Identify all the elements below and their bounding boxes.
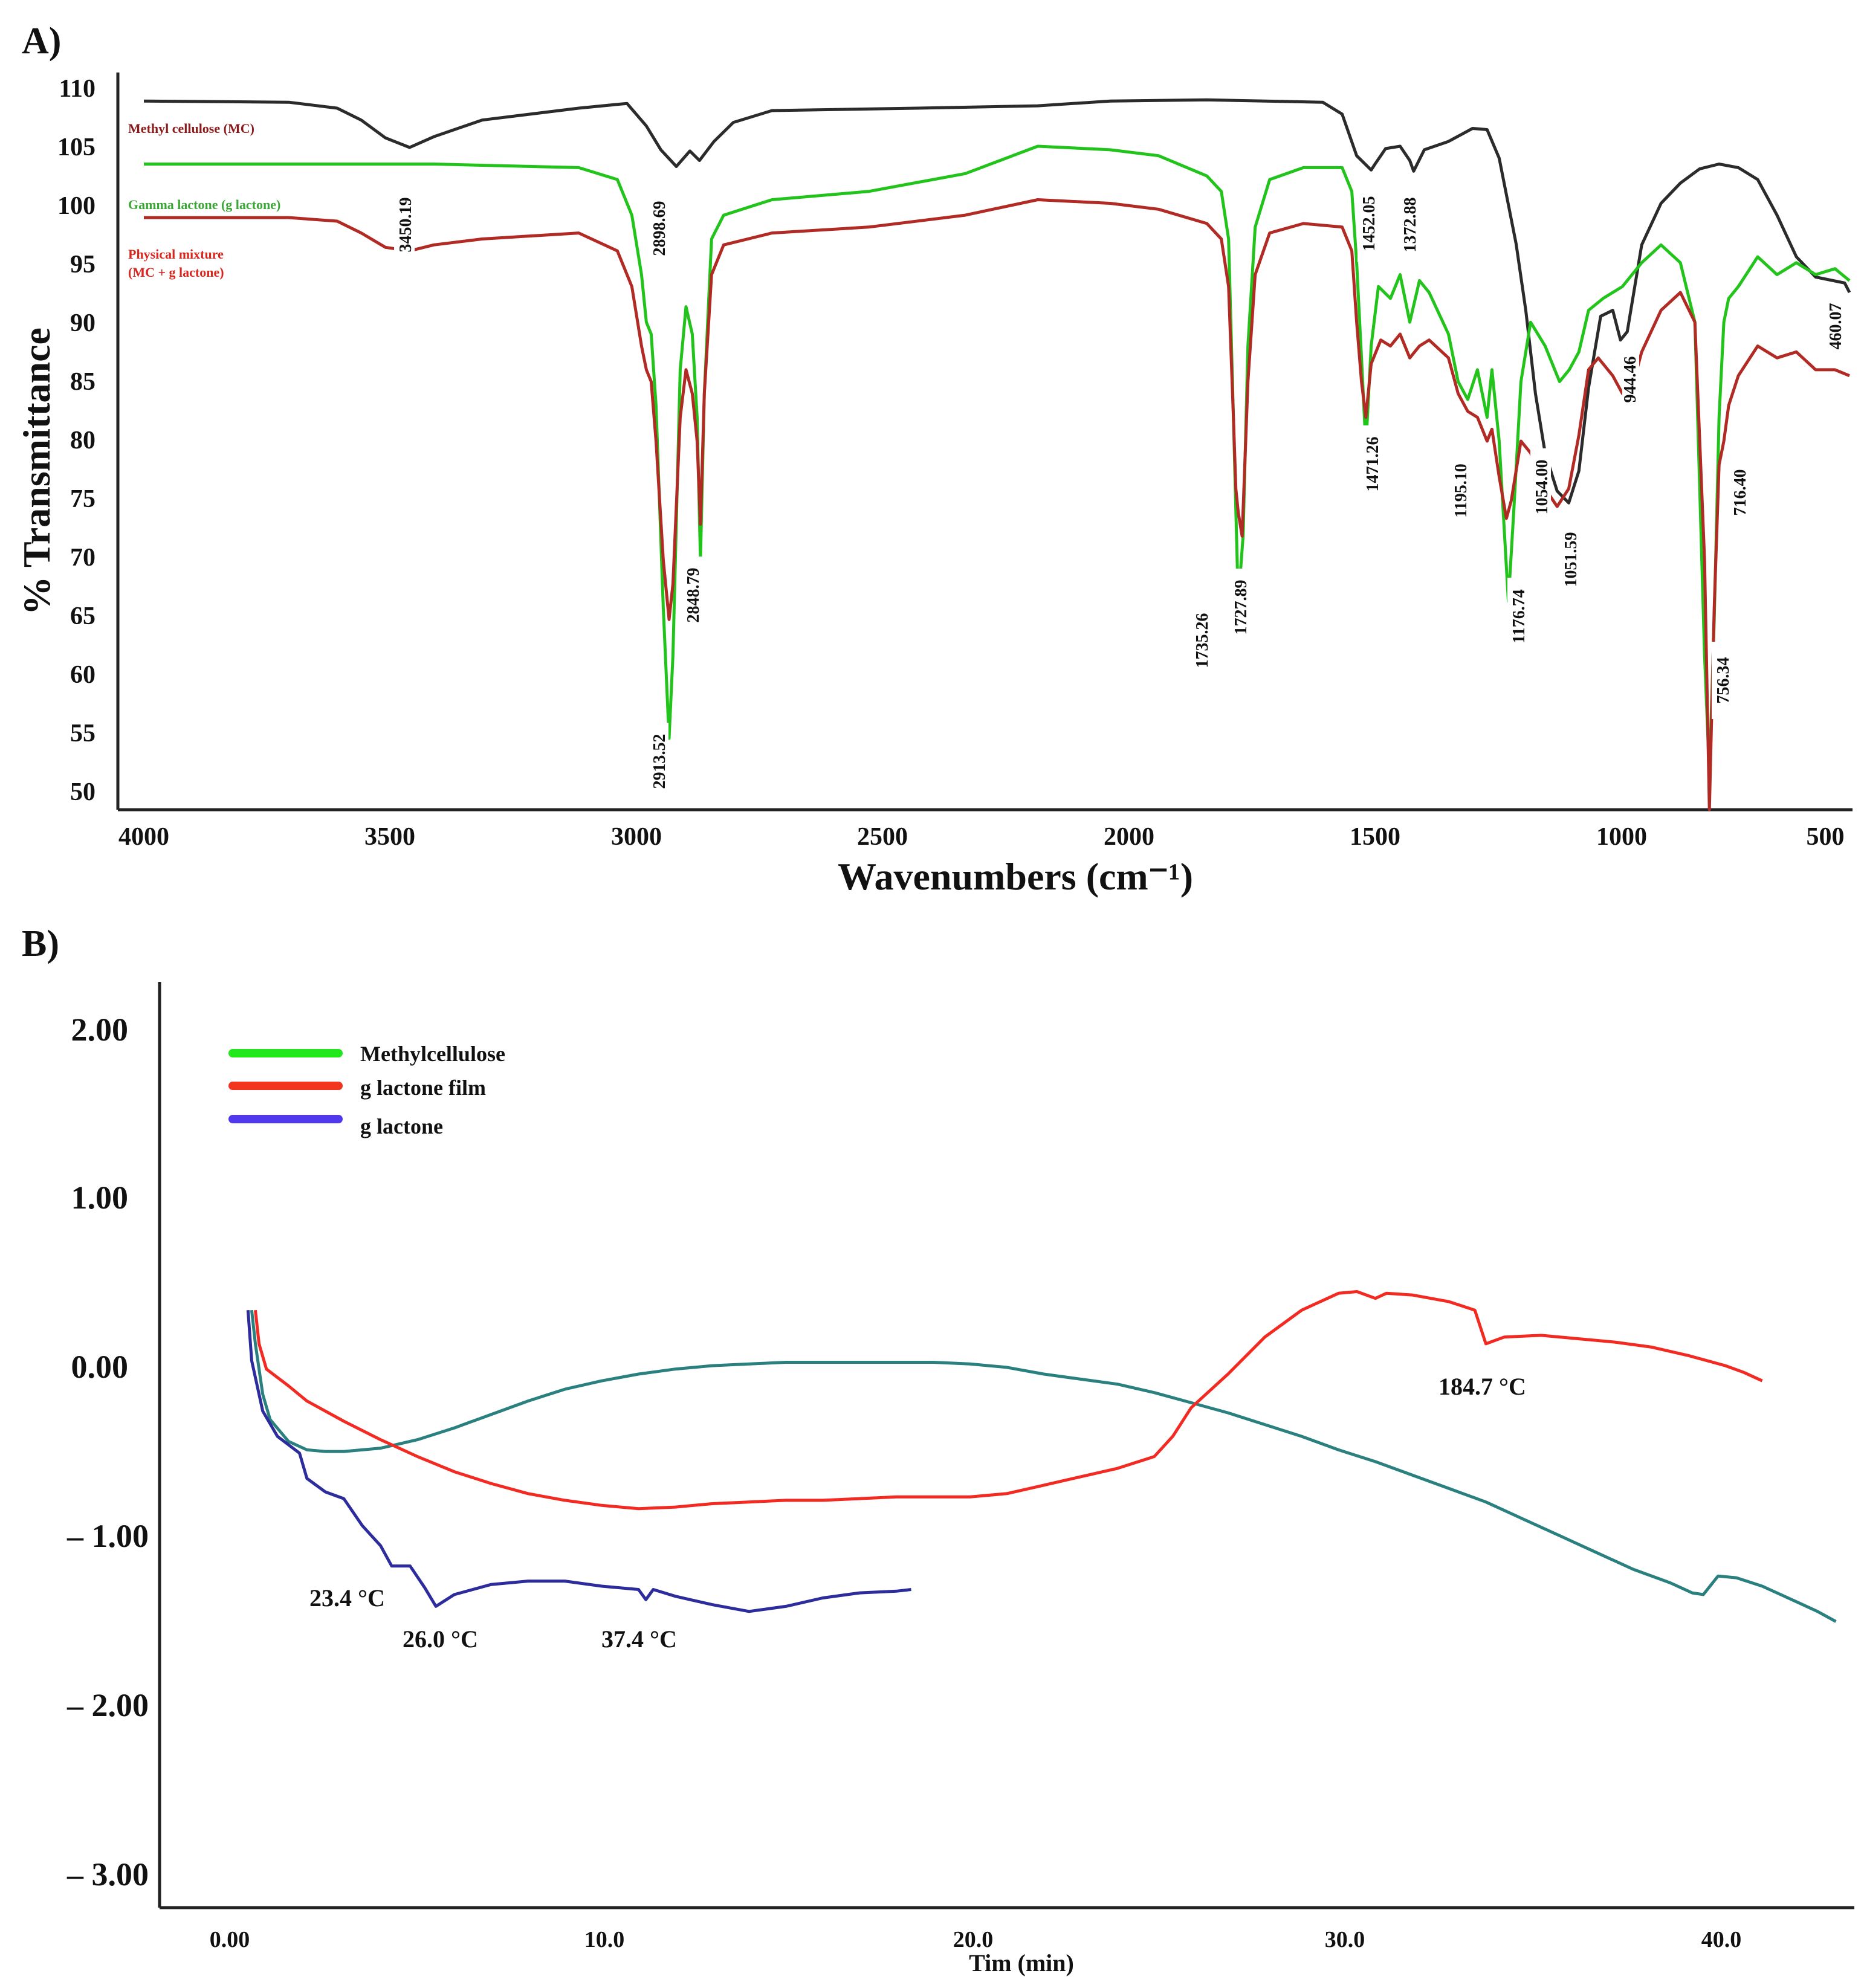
panel-a-x-tick-label: 1500 <box>1350 823 1400 851</box>
series-line-methyl-cellulose <box>143 98 1851 505</box>
legend-entry-physical-mixture: Physical mixture <box>128 247 224 262</box>
panel-b-y-tick-label: 0.00 <box>71 1349 129 1385</box>
peak-label: 1054.00 <box>1533 460 1552 515</box>
legend-entry-physical-mixture-sub: (MC + g lactone) <box>128 265 224 280</box>
panel-a-y-tick-label: 65 <box>70 602 95 630</box>
panel-a-y-ticks: 110 105 100 95 90 85 80 75 70 65 60 55 5… <box>57 75 95 806</box>
panel-a-x-tick-label: 4000 <box>118 823 169 851</box>
panel-a-y-tick-label: 100 <box>57 192 95 220</box>
peak-label: 1735.26 <box>1193 613 1212 668</box>
panel-b-series <box>246 1290 1837 1623</box>
peak-label: 1195.10 <box>1452 463 1471 517</box>
peak-label: 756.34 <box>1714 657 1733 704</box>
panel-b-y-tick-label: 2.00 <box>71 1012 129 1048</box>
panel-b-legend: Methylcellulose g lactone film g lactone <box>228 1042 505 1138</box>
panel-b-label: B) <box>22 923 59 964</box>
legend-entry-gamma-lactone: Gamma lactone (g lactone) <box>128 197 280 212</box>
panel-a-y-tick-label: 80 <box>70 427 95 454</box>
legend-entry-methylcellulose: Methylcellulose <box>360 1042 505 1066</box>
series-line-g-lactone-film <box>254 1290 1763 1511</box>
annotation-37-4-c: 37.4 °C <box>601 1625 677 1653</box>
panel-a-x-tick-label: 3000 <box>611 823 662 851</box>
series-line-methylcellulose <box>250 1309 1837 1623</box>
panel-a: A) 110 105 100 95 90 85 80 75 70 65 60 5… <box>15 21 1853 898</box>
panel-b-y-tick-label: – 3.00 <box>66 1856 149 1893</box>
panel-a-x-tick-label: 2500 <box>857 823 908 851</box>
panel-b-y-ticks: 2.00 1.00 0.00 – 1.00 – 2.00 – 3.00 <box>66 1012 149 1893</box>
panel-a-y-tick-label: 70 <box>70 544 95 572</box>
panel-b-y-tick-label: – 2.00 <box>66 1687 149 1723</box>
panel-a-x-tick-label: 1000 <box>1596 823 1647 851</box>
panel-a-y-tick-label: 85 <box>70 368 95 396</box>
panel-b-annotations: 23.4 °C 26.0 °C 37.4 °C 184.7 °C <box>309 1373 1526 1653</box>
panel-b-x-ticks: 0.00 10.0 20.0 30.0 40.0 <box>210 1927 1742 1952</box>
panel-b-x-tick-label: 10.0 <box>584 1927 625 1952</box>
series-line-physical-mixture <box>144 198 1850 812</box>
panel-a-y-tick-label: 75 <box>70 485 95 513</box>
panel-a-y-tick-label: 110 <box>59 75 95 103</box>
peak-label: 1471.26 <box>1364 437 1382 492</box>
panel-b-x-tick-label: 0.00 <box>210 1927 250 1952</box>
peak-label: 460.07 <box>1827 303 1845 350</box>
panel-b-x-axis-title: Tim (min) <box>969 1949 1074 1977</box>
panel-a-y-tick-label: 95 <box>70 251 95 279</box>
panel-b-x-tick-label: 40.0 <box>1701 1927 1742 1952</box>
peak-label: 2913.52 <box>650 734 669 789</box>
panel-a-peak-labels: 3450.19 2898.69 2913.52 2848.79 1735.26 … <box>394 185 1845 800</box>
peak-label: 1176.74 <box>1510 589 1529 643</box>
panel-a-label: A) <box>22 21 61 62</box>
panel-a-y-tick-label: 90 <box>70 309 95 337</box>
legend-entry-g-lactone-film: g lactone film <box>360 1076 486 1100</box>
panel-a-x-axis-title: Wavenumbers (cm⁻¹) <box>838 855 1193 898</box>
legend-entry-methyl-cellulose: Methyl cellulose (MC) <box>128 121 254 136</box>
panel-a-x-tick-label: 2000 <box>1104 823 1154 851</box>
panel-a-y-tick-label: 55 <box>70 720 95 747</box>
panel-a-legend: Methyl cellulose (MC) Gamma lactone (g l… <box>128 121 280 280</box>
panel-a-y-tick-label: 60 <box>70 661 95 689</box>
panel-b-y-tick-label: – 1.00 <box>66 1518 149 1554</box>
series-line-g-lactone <box>246 1310 911 1613</box>
legend-entry-g-lactone: g lactone <box>360 1114 443 1138</box>
peak-label: 716.40 <box>1731 470 1750 516</box>
panel-a-y-axis-title: % Transmittance <box>15 328 58 615</box>
peak-label: 1727.89 <box>1232 580 1251 635</box>
annotation-23-4-c: 23.4 °C <box>309 1584 385 1612</box>
panel-a-x-ticks: 4000 3500 3000 2500 2000 1500 1000 500 <box>118 823 1845 851</box>
peak-label: 1452.05 <box>1360 196 1379 251</box>
panel-a-series <box>143 98 1851 812</box>
annotation-26-0-c: 26.0 °C <box>403 1625 478 1653</box>
peak-label: 2848.79 <box>684 568 703 623</box>
peak-label: 1372.88 <box>1401 198 1420 253</box>
panel-b-x-tick-label: 30.0 <box>1325 1927 1365 1952</box>
panel-a-x-tick-label: 3500 <box>364 823 415 851</box>
peak-label: 2898.69 <box>650 201 669 256</box>
panel-b-y-tick-label: 1.00 <box>71 1180 129 1216</box>
peak-label: 3450.19 <box>396 198 415 253</box>
panel-a-y-tick-label: 50 <box>70 778 95 806</box>
panel-b-x-tick-label: 20.0 <box>953 1927 994 1952</box>
peak-label: 1051.59 <box>1562 532 1581 587</box>
annotation-184-7-c: 184.7 °C <box>1438 1373 1526 1400</box>
panel-a-x-tick-label: 500 <box>1807 823 1845 851</box>
panel-a-y-tick-label: 105 <box>57 134 95 161</box>
panel-b: B) 2.00 1.00 0.00 – 1.00 – 2.00 – 3.00 0… <box>22 923 1854 1977</box>
peak-label: 944.46 <box>1621 357 1640 403</box>
